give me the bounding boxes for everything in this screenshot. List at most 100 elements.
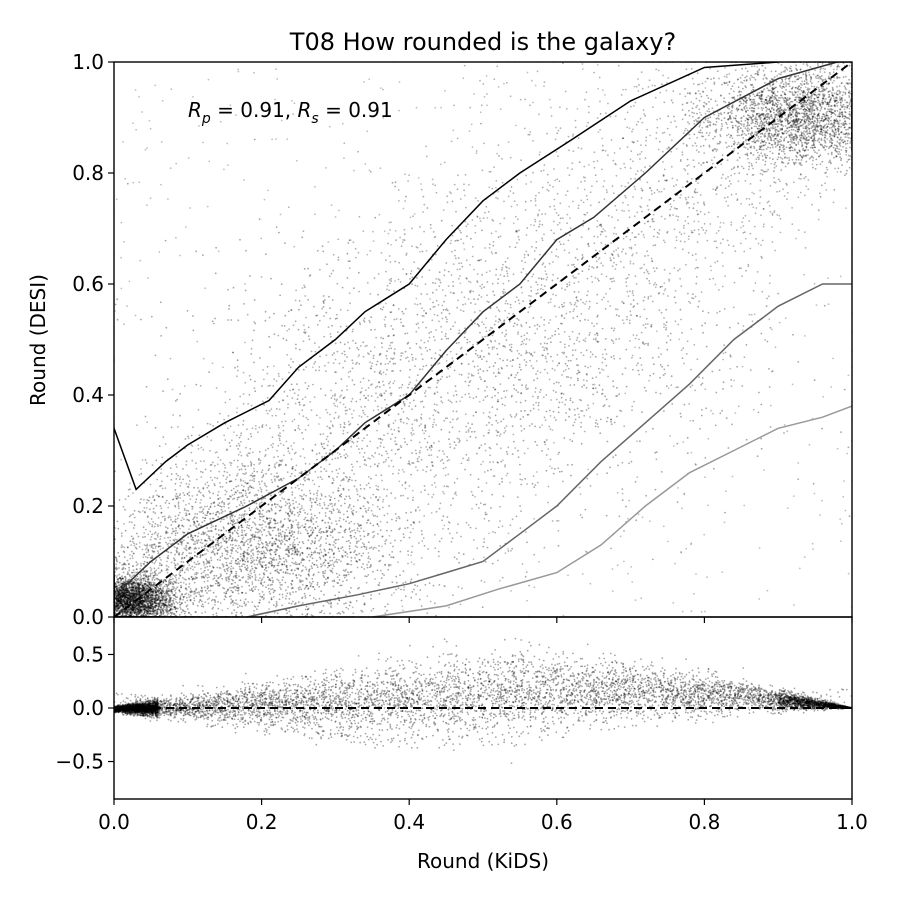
scatter-point <box>784 93 786 96</box>
scatter-point <box>150 568 153 570</box>
scatter-point <box>438 555 440 558</box>
scatter-point <box>687 121 689 124</box>
scatter-point <box>754 282 757 284</box>
scatter-point <box>544 213 547 215</box>
scatter-point <box>623 163 625 165</box>
scatter-point <box>262 550 265 553</box>
scatter-point <box>332 269 335 272</box>
scatter-point <box>643 263 645 266</box>
scatter-point <box>144 556 147 558</box>
scatter-point <box>237 547 239 550</box>
scatter-point <box>612 355 615 357</box>
scatter-point <box>281 497 284 499</box>
scatter-point <box>459 275 461 277</box>
scatter-point <box>762 69 765 72</box>
scatter-point <box>179 484 182 487</box>
scatter-point <box>435 289 438 291</box>
scatter-point <box>476 547 479 550</box>
scatter-point <box>258 480 260 483</box>
scatter-point <box>472 397 475 399</box>
scatter-point <box>455 444 457 446</box>
scatter-point <box>230 439 233 442</box>
scatter-point <box>224 391 227 393</box>
scatter-point <box>143 544 146 546</box>
scatter-point <box>743 132 746 135</box>
scatter-point <box>597 314 599 317</box>
scatter-point <box>432 231 435 233</box>
scatter-point <box>485 424 488 426</box>
scatter-point <box>494 531 496 534</box>
scatter-point <box>698 233 700 236</box>
scatter-point <box>624 252 627 255</box>
scatter-point <box>449 421 452 424</box>
scatter-point <box>421 276 424 278</box>
scatter-point <box>131 521 133 524</box>
scatter-point <box>168 515 171 517</box>
scatter-point <box>163 515 166 518</box>
scatter-point <box>127 562 130 565</box>
scatter-point <box>591 322 593 325</box>
scatter-point <box>501 158 503 160</box>
scatter-point <box>520 271 523 274</box>
scatter-point <box>458 329 461 332</box>
scatter-point <box>596 117 599 119</box>
scatter-point <box>132 584 135 587</box>
scatter-point <box>664 288 667 290</box>
scatter-point <box>706 119 709 122</box>
scatter-point <box>251 427 254 430</box>
scatter-point <box>742 231 745 234</box>
scatter-point <box>287 450 290 453</box>
scatter-point <box>631 356 633 359</box>
scatter-point <box>452 325 454 328</box>
scatter-point <box>736 134 739 137</box>
scatter-point <box>509 524 512 527</box>
scatter-point <box>473 311 476 313</box>
scatter-point <box>749 247 752 250</box>
scatter-point <box>265 525 267 528</box>
scatter-point <box>394 362 397 365</box>
scatter-point <box>646 204 649 207</box>
scatter-point <box>753 133 756 136</box>
scatter-point <box>622 201 624 204</box>
scatter-point <box>601 168 603 171</box>
scatter-point <box>207 586 210 589</box>
scatter-point <box>554 330 557 333</box>
scatter-point <box>339 453 341 456</box>
scatter-point <box>208 576 211 579</box>
scatter-point <box>644 166 646 169</box>
scatter-point <box>736 166 739 169</box>
scatter-point <box>269 427 271 430</box>
scatter-point <box>123 523 125 525</box>
scatter-point <box>116 610 118 612</box>
scatter-point <box>291 448 294 451</box>
scatter-point <box>836 68 838 71</box>
scatter-point <box>395 517 398 520</box>
scatter-point <box>383 574 385 577</box>
scatter-point <box>773 166 776 169</box>
scatter-point <box>480 463 482 466</box>
scatter-point <box>247 452 250 455</box>
scatter-point <box>706 239 709 242</box>
scatter-point <box>151 572 154 574</box>
scatter-point <box>183 612 186 615</box>
scatter-point <box>716 260 719 263</box>
scatter-point <box>543 546 546 549</box>
scatter-point <box>293 452 296 455</box>
scatter-point <box>525 531 527 533</box>
scatter-point <box>479 79 481 82</box>
scatter-point <box>442 462 445 465</box>
scatter-point <box>232 547 235 550</box>
scatter-point <box>149 530 152 533</box>
scatter-point <box>358 452 361 454</box>
scatter-point <box>115 600 118 603</box>
scatter-point <box>658 190 660 193</box>
scatter-point <box>626 277 629 279</box>
scatter-point <box>770 70 773 73</box>
scatter-point <box>419 400 422 403</box>
scatter-point <box>484 449 487 452</box>
scatter-point <box>607 214 610 217</box>
scatter-point <box>358 215 361 218</box>
scatter-point <box>387 414 390 417</box>
scatter-point <box>486 93 488 95</box>
scatter-point <box>424 426 426 429</box>
